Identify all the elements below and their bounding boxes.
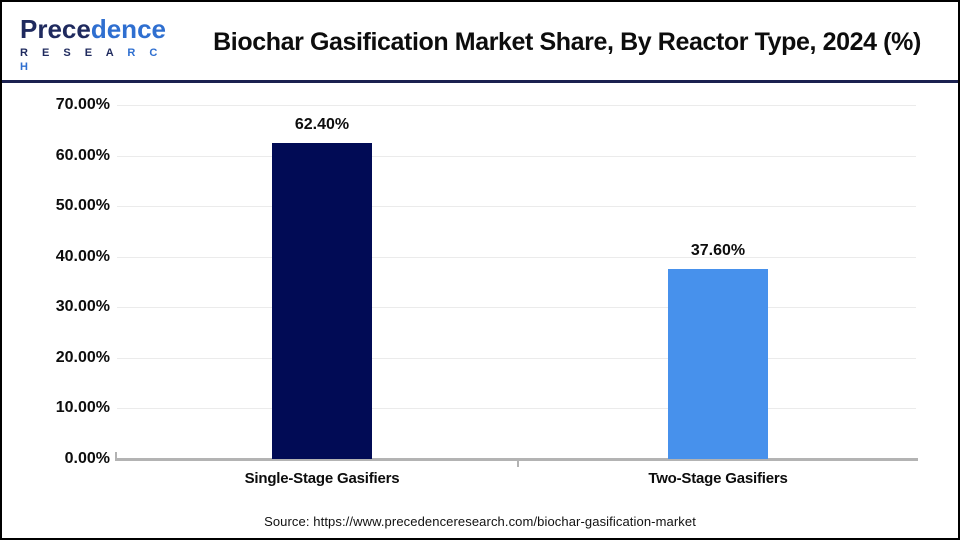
- gridline: [117, 206, 916, 208]
- x-axis-line: [115, 458, 918, 461]
- y-axis-tick-label: 0.00%: [64, 450, 110, 467]
- precedence-logo-research: R E S E A R C H: [20, 46, 180, 74]
- gridline: [117, 307, 916, 309]
- y-axis-tick-label: 40.00%: [55, 247, 110, 265]
- precedence-logo-wordmark: Precedence: [20, 14, 180, 44]
- precedence-logo: Precedence R E S E A R C H: [20, 14, 180, 74]
- logo-word-light: dence: [90, 14, 166, 44]
- bar-single-stage: [272, 143, 372, 459]
- bar-chart-plot: 0.00% 10.00% 20.00% 30.00% 40.00% 50.00% 60.00…: [2, 83, 958, 538]
- x-axis-category-label: Two-Stage Gasifiers: [648, 470, 788, 487]
- category-divider-tick: [516, 461, 519, 467]
- gridline: [117, 408, 916, 410]
- bar-two-stage: [668, 268, 768, 459]
- header: Precedence R E S E A R C H Biochar Gasif…: [2, 2, 958, 80]
- y-axis-tick-label: 70.00%: [55, 96, 110, 113]
- y-axis-tick-label: 20.00%: [55, 348, 110, 366]
- gridline: [117, 155, 916, 157]
- y-axis-tick-label: 10.00%: [55, 399, 110, 417]
- header-divider: [2, 80, 958, 83]
- gridline: [117, 357, 916, 359]
- y-axis-tick-label: 60.00%: [55, 146, 110, 164]
- x-axis-category-label: Single-Stage Gasifiers: [244, 470, 400, 487]
- logo-sub-dark: R E S E A: [20, 47, 128, 59]
- logo-sub-light: R C H: [20, 47, 163, 73]
- bar-value-label: 37.60%: [690, 241, 746, 259]
- source-citation: Source: https://www.precedenceresearch.c…: [264, 514, 696, 529]
- y-axis-tick-label: 30.00%: [55, 298, 110, 316]
- logo-word-dark: Prece: [20, 14, 91, 44]
- bar-value-label: 62.40%: [294, 116, 350, 134]
- gridline: [117, 256, 916, 258]
- y-axis-stub-tick: [115, 452, 117, 458]
- y-axis-tick-label: 50.00%: [55, 197, 110, 215]
- gridline: [117, 105, 916, 106]
- chart-title: Biochar Gasification Market Share, By Re…: [213, 28, 921, 56]
